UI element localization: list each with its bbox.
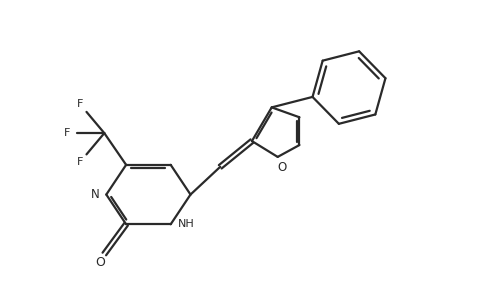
Text: F: F — [77, 99, 83, 109]
Text: N: N — [91, 188, 100, 201]
Text: F: F — [63, 128, 70, 138]
Text: F: F — [77, 157, 83, 167]
Text: NH: NH — [178, 219, 195, 229]
Text: O: O — [277, 161, 286, 174]
Text: O: O — [95, 256, 105, 269]
